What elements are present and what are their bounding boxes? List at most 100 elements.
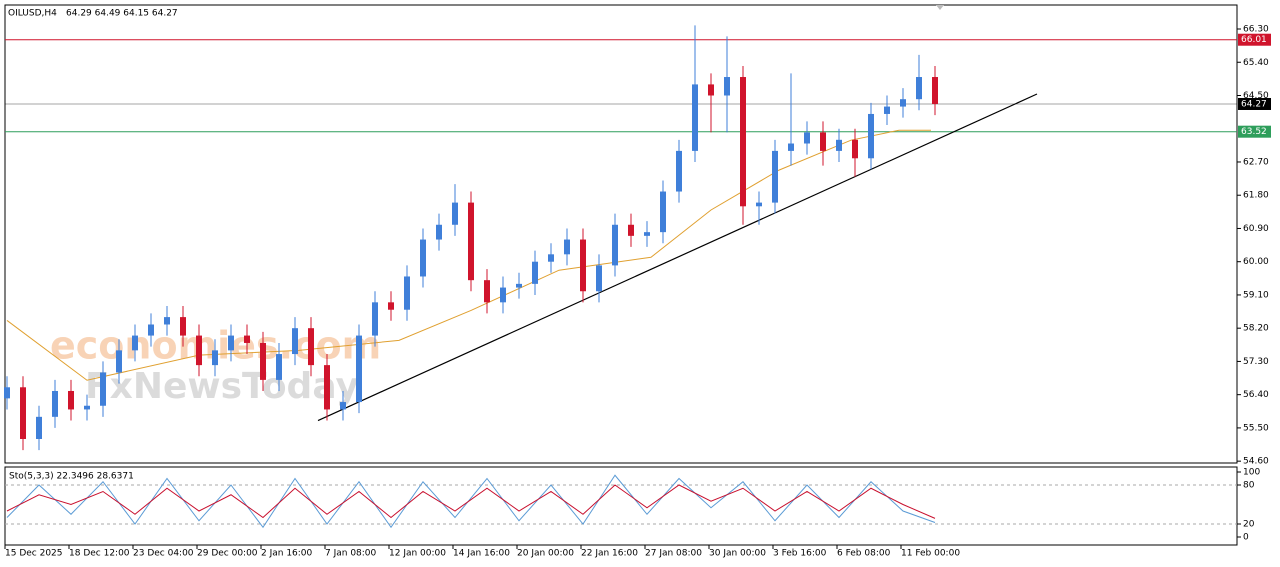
level-label: 64.27	[1241, 99, 1267, 109]
candle-body	[180, 317, 186, 336]
candle-body	[516, 283, 522, 288]
candle-body	[532, 261, 538, 284]
candle-body	[484, 280, 490, 303]
y-tick-label: 60.90	[1243, 224, 1269, 234]
candle-body	[244, 335, 250, 343]
y-tick-label: 57.30	[1243, 357, 1269, 367]
candle-body	[436, 224, 442, 240]
candle-body	[372, 302, 378, 336]
y-tick-label: 54.60	[1243, 457, 1269, 467]
candle-body	[868, 113, 874, 159]
x-tick-label: 22 Jan 16:00	[581, 549, 638, 559]
candle-body	[612, 224, 618, 266]
candle-body	[36, 416, 42, 439]
indicator-tick-label: 20	[1243, 520, 1255, 530]
x-tick-label: 15 Dec 2025	[5, 549, 63, 559]
candle-body	[724, 77, 730, 96]
candle-body	[308, 328, 314, 366]
candle-body	[260, 342, 266, 380]
candle-body	[20, 387, 26, 439]
candle-body	[660, 191, 666, 233]
candle-body	[388, 302, 394, 310]
trendline	[317, 93, 1038, 422]
candle-body	[900, 99, 906, 107]
x-tick-label: 30 Jan 00:00	[709, 549, 766, 559]
candle-body	[788, 143, 794, 151]
indicator-tick-label: 100	[1243, 468, 1260, 478]
y-tick-label: 60.00	[1243, 257, 1269, 267]
candle-body	[404, 276, 410, 310]
candle-body	[884, 106, 890, 114]
candle-body	[68, 390, 74, 410]
candle-body	[692, 84, 698, 151]
x-tick-label: 12 Jan 00:00	[389, 549, 446, 559]
watermark: FxNewsToday	[85, 366, 359, 407]
indicator-line	[6, 474, 936, 529]
indicator-tick-label: 0	[1243, 533, 1249, 543]
y-tick-label: 66.30	[1243, 25, 1269, 35]
candle-body	[756, 202, 762, 207]
candle-body	[820, 132, 826, 151]
x-tick-label: 23 Dec 04:00	[133, 549, 194, 559]
candle-body	[852, 139, 858, 159]
candle-body	[164, 317, 170, 325]
candle-body	[292, 328, 298, 355]
candle-body	[356, 335, 362, 403]
candle-body	[452, 202, 458, 225]
candle-body	[132, 335, 138, 351]
level-tag	[1238, 125, 1271, 138]
indicator-line	[6, 484, 936, 519]
candle-body	[100, 372, 106, 406]
candle-body	[644, 232, 650, 236]
candle-body	[196, 335, 202, 366]
candle-body	[116, 350, 122, 373]
y-tick-label: 64.50	[1243, 91, 1269, 101]
candle-body	[212, 350, 218, 366]
y-tick-label: 59.10	[1243, 290, 1269, 300]
candle-body	[804, 132, 810, 144]
candle-body	[420, 239, 426, 277]
x-tick-label: 20 Jan 00:00	[517, 549, 574, 559]
y-tick-label: 55.50	[1243, 423, 1269, 433]
x-tick-label: 29 Dec 00:00	[197, 549, 258, 559]
y-tick-label: 56.40	[1243, 390, 1269, 400]
candle-body	[580, 239, 586, 292]
candle-body	[708, 84, 714, 96]
level-label: 63.52	[1241, 127, 1267, 137]
candle-body	[500, 287, 506, 303]
x-tick-label: 6 Feb 08:00	[837, 549, 891, 559]
x-tick-label: 7 Jan 08:00	[325, 549, 377, 559]
x-tick-label: 2 Jan 16:00	[261, 549, 313, 559]
y-tick-label: 65.40	[1243, 58, 1269, 68]
candle-body	[228, 335, 234, 351]
candle-body	[148, 324, 154, 336]
candle-body	[932, 77, 938, 104]
candle-body	[468, 202, 474, 281]
x-tick-label: 14 Jan 16:00	[453, 549, 510, 559]
indicator-tick-label: 80	[1243, 481, 1255, 491]
candle-body	[52, 390, 58, 417]
candle-body	[324, 365, 330, 410]
x-tick-label: 18 Dec 12:00	[69, 549, 130, 559]
level-tag	[1238, 33, 1271, 46]
x-tick-label: 11 Feb 00:00	[901, 549, 960, 559]
shift-marker	[936, 5, 944, 10]
x-tick-label: 27 Jan 08:00	[645, 549, 702, 559]
candle-body	[836, 139, 842, 151]
indicator-label: Sto(5,3,3) 22.3496 28.6371	[9, 472, 134, 482]
symbol: OILUSD,H4	[8, 9, 57, 19]
price-panel	[4, 4, 1238, 464]
y-tick-label: 61.80	[1243, 191, 1269, 201]
level-tag	[1238, 97, 1271, 110]
candle-body	[916, 77, 922, 100]
indicator-panel	[4, 466, 1238, 546]
candle-body	[564, 239, 570, 255]
candle-body	[84, 405, 90, 410]
y-tick-label: 62.70	[1243, 157, 1269, 167]
candle-body	[596, 265, 602, 292]
candle-body	[740, 77, 746, 207]
candle-body	[772, 150, 778, 203]
candle-body	[628, 224, 634, 236]
x-tick-label: 3 Feb 16:00	[773, 549, 827, 559]
